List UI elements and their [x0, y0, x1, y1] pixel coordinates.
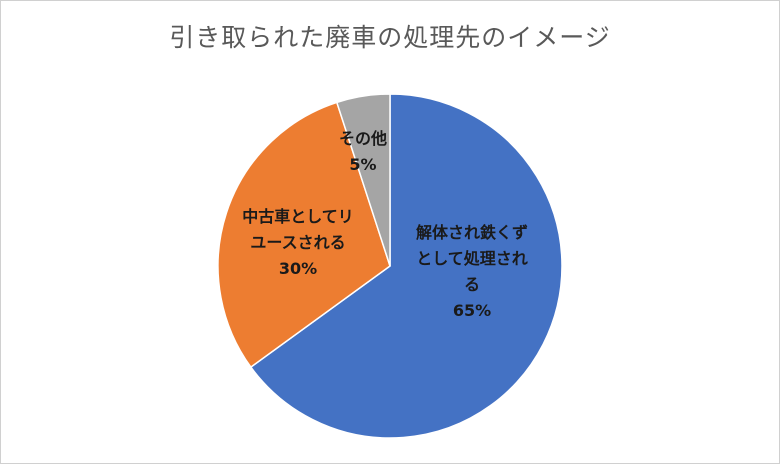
slice-label-0-line-2: る — [464, 275, 480, 294]
slice-percent-label-0: 65% — [453, 301, 491, 320]
slice-label-1-line-0: 中古車としてリ — [242, 207, 354, 226]
slice-percent-label-2: 5% — [349, 155, 376, 174]
slice-label-0-line-1: として処理され — [416, 249, 528, 268]
pie-slice-1 — [217, 101, 391, 369]
pie-slice-2 — [335, 93, 391, 267]
slice-percent-label-1: 30% — [279, 259, 317, 278]
pie-slice-0 — [249, 93, 563, 439]
slice-label-0-line-0: 解体され鉄くず — [416, 223, 528, 242]
slice-label-1-line-1: ユースされる — [250, 233, 345, 252]
slice-label-2-line-0: その他 — [339, 129, 387, 148]
chart-title: 引き取られた廃車の処理先のイメージ — [169, 23, 611, 52]
